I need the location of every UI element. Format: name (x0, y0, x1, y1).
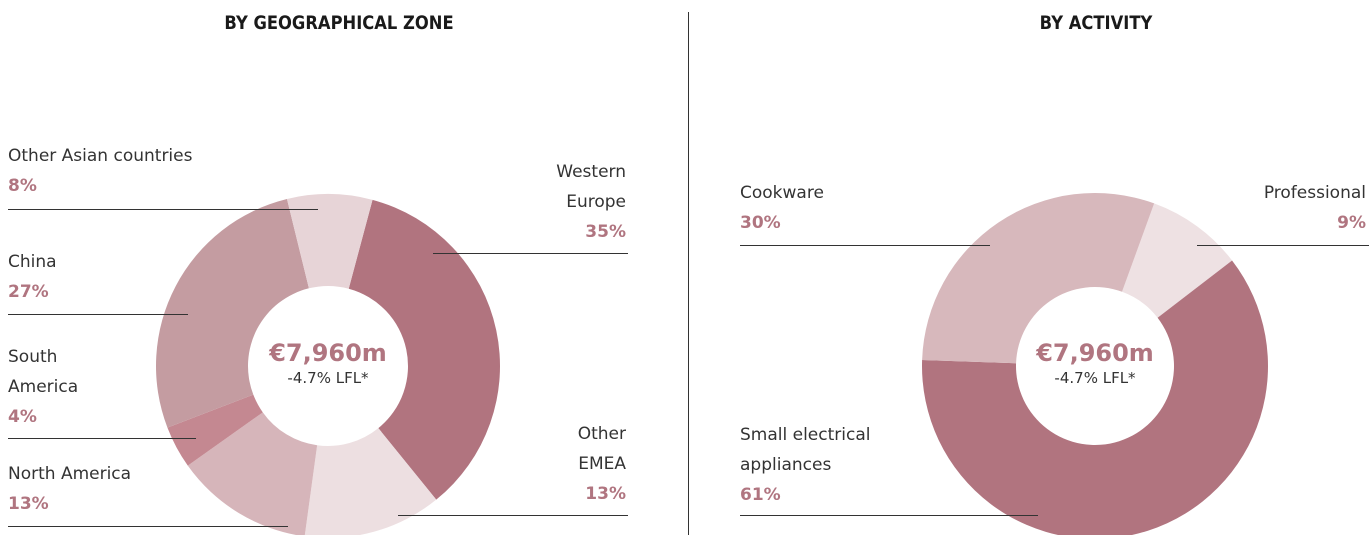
label-china: China 27% (8, 247, 57, 307)
center-geo: €7,960m -4.7% LFL* (228, 338, 428, 388)
geo-slice-china (156, 198, 309, 428)
label-north-america-pct: 13% (8, 494, 49, 514)
rule-cookware (740, 245, 990, 246)
label-other-asian: Other Asian countries 8% (8, 141, 192, 201)
rule-professional (1197, 245, 1369, 246)
rule-western-europe (433, 253, 628, 254)
rule-other-emea (398, 515, 628, 516)
label-small-electrical-line2: appliances (740, 455, 832, 475)
label-cookware-pct: 30% (740, 213, 781, 233)
activity-slice-cookware (922, 193, 1155, 364)
label-western-europe-line1: Western (556, 162, 626, 182)
label-other-emea-line2: EMEA (578, 454, 626, 474)
geo-slice-north-america (187, 412, 318, 535)
label-western-europe: Western Europe 35% (468, 157, 626, 247)
label-other-emea-pct: 13% (585, 484, 626, 504)
label-small-electrical-pct: 61% (740, 485, 781, 505)
center-geo-value: €7,960m (269, 339, 387, 367)
geo-slice-south-america (167, 394, 263, 466)
geo-slice-western-europe (348, 199, 500, 500)
label-cookware-name: Cookware (740, 183, 824, 203)
label-other-emea-line1: Other (577, 424, 626, 444)
label-china-name: China (8, 252, 57, 272)
label-other-asian-name: Other Asian countries (8, 146, 193, 166)
label-south-america: South America 4% (8, 342, 78, 432)
label-south-america-line2: America (8, 377, 79, 397)
label-south-america-pct: 4% (8, 407, 37, 427)
rule-south-america (8, 438, 196, 439)
label-china-pct: 27% (8, 282, 49, 302)
center-activity-sub: -4.7% LFL* (1054, 369, 1136, 387)
label-cookware: Cookware 30% (740, 178, 824, 238)
center-activity: €7,960m -4.7% LFL* (995, 338, 1195, 388)
chart-title-geo: BY GEOGRAPHICAL ZONE (224, 12, 454, 34)
rule-north-america (8, 526, 288, 527)
rule-other-asian (8, 209, 318, 210)
label-north-america: North America 13% (8, 459, 131, 519)
label-western-europe-line2: Europe (566, 192, 626, 212)
label-western-europe-pct: 35% (585, 222, 626, 242)
activity-slice-small-electrical-appliances (922, 260, 1268, 535)
rule-small-electrical (740, 515, 1038, 516)
rule-china (8, 314, 188, 315)
geo-slice-other-emea (304, 428, 437, 535)
label-professional-pct: 9% (1337, 213, 1366, 233)
geo-slice-other-asian-countries (286, 194, 373, 289)
label-north-america-name: North America (8, 464, 132, 484)
center-geo-sub: -4.7% LFL* (287, 369, 369, 387)
label-other-emea: Other EMEA 13% (468, 419, 626, 509)
label-small-electrical-line1: Small electrical (740, 425, 871, 445)
center-activity-value: €7,960m (1036, 339, 1154, 367)
divider (688, 12, 689, 535)
label-small-electrical: Small electrical appliances 61% (740, 420, 870, 510)
label-professional-name: Professional (1263, 183, 1366, 203)
label-south-america-line1: South (8, 347, 58, 367)
activity-slice-professional (1122, 203, 1233, 318)
label-other-asian-pct: 8% (8, 176, 37, 196)
label-professional: Professional 9% (1180, 178, 1366, 238)
chart-title-activity: BY ACTIVITY (1039, 12, 1153, 34)
